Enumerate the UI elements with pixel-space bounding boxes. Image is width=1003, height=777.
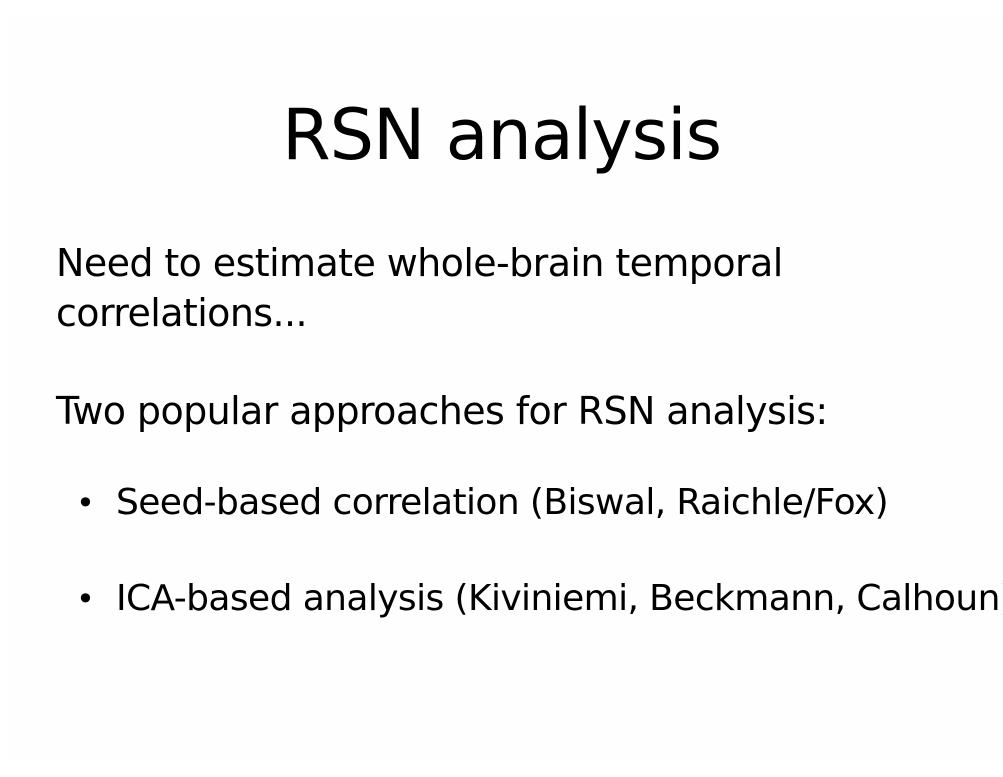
list-item: • ICA-based analysis (Kiviniemi, Beckman… xyxy=(76,574,1003,624)
intro-line-1: Need to estimate whole-brain temporal xyxy=(56,241,783,285)
intro-paragraph: Need to estimate whole-brain temporal co… xyxy=(56,238,783,338)
intro-line-2: correlations... xyxy=(56,291,308,335)
slide-background xyxy=(10,18,1000,758)
bullet-icon: • xyxy=(76,580,95,618)
bullet-icon: • xyxy=(76,484,95,522)
approaches-list: • Seed-based correlation (Biswal, Raichl… xyxy=(76,478,1003,670)
slide-title: RSN analysis xyxy=(281,94,722,176)
bullet-text-ica-based: ICA-based analysis (Kiviniemi, Beckmann,… xyxy=(116,578,1003,619)
approaches-paragraph: Two popular approaches for RSN analysis: xyxy=(56,389,828,433)
bullet-text-seed-based: Seed-based correlation (Biswal, Raichle/… xyxy=(116,482,889,523)
list-item: • Seed-based correlation (Biswal, Raichl… xyxy=(76,478,1003,528)
